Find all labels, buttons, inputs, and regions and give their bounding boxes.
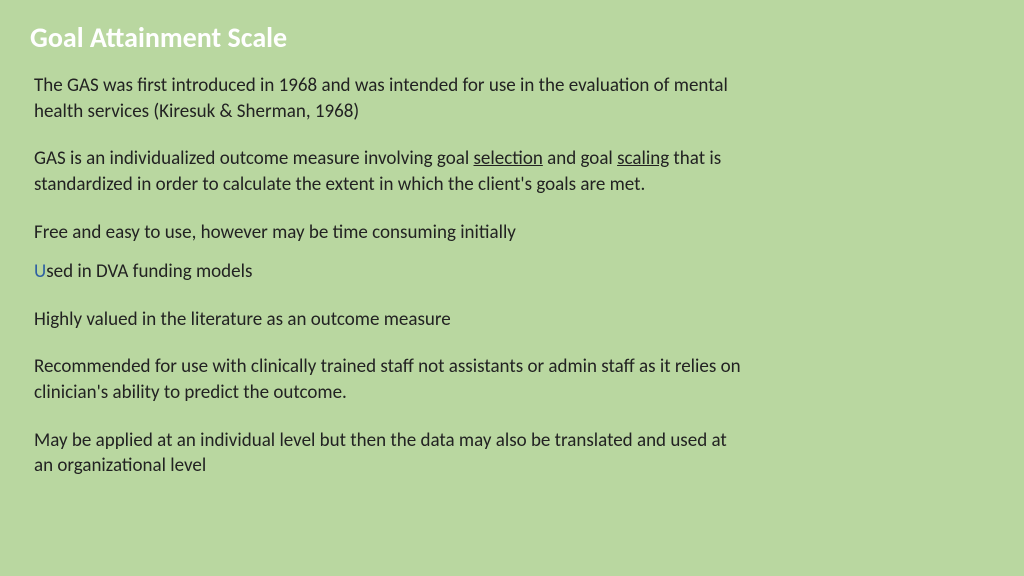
paragraph-definition: GAS is an individualized outcome measure…	[34, 146, 750, 197]
paragraph-intro: The GAS was first introduced in 1968 and…	[34, 73, 750, 124]
underline-selection: selection	[474, 147, 543, 170]
paragraph-recommended: Recommended for use with clinically trai…	[34, 354, 750, 405]
text-fragment: GAS is an individualized outcome measure…	[34, 147, 474, 170]
slide: Goal Attainment Scale The GAS was first …	[0, 0, 1024, 576]
paragraph-valued: Highly valued in the literature as an ou…	[34, 307, 750, 333]
slide-title: Goal Attainment Scale	[30, 20, 994, 55]
paragraph-applied: May be applied at an individual level bu…	[34, 428, 750, 479]
slide-body: The GAS was first introduced in 1968 and…	[30, 73, 750, 479]
paragraph-dva: Used in DVA funding models	[34, 259, 750, 285]
text-fragment: and goal	[543, 147, 617, 170]
paragraph-free-easy: Free and easy to use, however may be tim…	[34, 220, 750, 246]
accent-capital: U	[34, 260, 46, 283]
text-fragment: sed in DVA funding models	[46, 260, 252, 283]
underline-scaling: scaling	[617, 147, 669, 170]
